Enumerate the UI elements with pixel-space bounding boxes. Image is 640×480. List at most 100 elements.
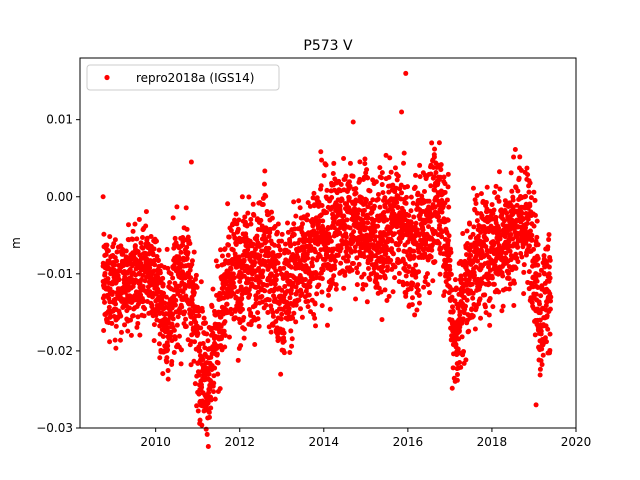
data-point bbox=[268, 271, 274, 277]
data-point bbox=[205, 443, 211, 449]
data-point bbox=[310, 256, 316, 262]
data-point bbox=[113, 323, 119, 329]
data-point bbox=[272, 242, 278, 248]
data-point bbox=[362, 156, 368, 162]
data-point bbox=[107, 299, 113, 305]
data-point bbox=[413, 262, 419, 268]
data-point bbox=[160, 281, 166, 287]
data-point bbox=[409, 295, 415, 301]
data-point bbox=[171, 350, 177, 356]
data-point bbox=[201, 315, 207, 321]
data-point bbox=[426, 224, 431, 230]
data-point bbox=[215, 263, 221, 269]
data-point bbox=[168, 333, 173, 339]
data-point bbox=[196, 391, 202, 397]
data-point bbox=[516, 175, 522, 181]
data-point bbox=[457, 324, 463, 330]
data-point bbox=[376, 285, 382, 291]
data-point bbox=[535, 284, 541, 290]
data-point bbox=[189, 262, 195, 268]
data-point bbox=[542, 335, 548, 341]
data-point bbox=[171, 293, 177, 299]
data-point bbox=[142, 306, 148, 312]
data-point bbox=[460, 302, 466, 308]
data-point bbox=[415, 190, 421, 196]
data-point bbox=[493, 183, 499, 189]
data-point bbox=[524, 165, 530, 171]
data-point bbox=[464, 240, 470, 246]
data-point bbox=[415, 287, 421, 293]
data-point bbox=[544, 286, 550, 292]
legend-label: repro2018a (IGS14) bbox=[136, 71, 254, 85]
data-point bbox=[187, 241, 193, 247]
data-point bbox=[318, 183, 324, 189]
data-point bbox=[320, 267, 326, 273]
data-point bbox=[262, 168, 268, 174]
data-point bbox=[486, 312, 492, 318]
data-point bbox=[535, 242, 541, 248]
data-point bbox=[263, 302, 269, 308]
data-point bbox=[238, 284, 244, 290]
data-point bbox=[466, 277, 472, 283]
data-point bbox=[180, 238, 186, 244]
data-point bbox=[379, 182, 385, 188]
data-point bbox=[493, 214, 499, 220]
data-point bbox=[170, 275, 176, 281]
data-point bbox=[291, 199, 297, 205]
data-point bbox=[547, 331, 553, 337]
outlier-point bbox=[403, 70, 409, 76]
data-point bbox=[347, 160, 353, 166]
data-point bbox=[282, 284, 288, 290]
data-point bbox=[471, 272, 477, 278]
data-point bbox=[319, 157, 325, 163]
data-point bbox=[367, 276, 373, 282]
data-point bbox=[167, 309, 173, 315]
data-point bbox=[406, 264, 412, 270]
data-point bbox=[338, 245, 344, 251]
data-point bbox=[396, 247, 402, 253]
data-point bbox=[111, 241, 117, 247]
data-point bbox=[245, 247, 251, 253]
data-point bbox=[499, 308, 505, 314]
data-point bbox=[519, 210, 525, 216]
data-point bbox=[241, 335, 247, 341]
data-point bbox=[212, 340, 218, 346]
data-point bbox=[500, 303, 506, 309]
data-point bbox=[127, 267, 133, 273]
data-point bbox=[126, 305, 132, 311]
data-point bbox=[458, 364, 464, 370]
data-point bbox=[305, 255, 311, 261]
data-point bbox=[156, 341, 162, 347]
data-point bbox=[432, 187, 438, 193]
y-tick-label: −0.02 bbox=[36, 344, 73, 358]
data-point bbox=[390, 289, 396, 295]
data-point bbox=[231, 284, 237, 290]
data-point bbox=[110, 289, 116, 295]
data-point bbox=[198, 325, 204, 331]
data-point bbox=[140, 234, 145, 240]
data-point bbox=[416, 269, 422, 275]
data-point bbox=[153, 312, 159, 318]
data-point bbox=[543, 339, 549, 345]
data-point bbox=[407, 252, 413, 258]
data-point bbox=[263, 193, 269, 199]
data-point bbox=[196, 313, 202, 319]
data-point bbox=[546, 264, 552, 270]
data-point bbox=[105, 276, 111, 282]
data-point bbox=[526, 269, 532, 275]
data-point bbox=[442, 181, 448, 187]
data-point bbox=[405, 269, 411, 275]
data-point bbox=[104, 286, 110, 292]
data-point bbox=[325, 240, 331, 246]
data-point bbox=[326, 292, 331, 298]
data-point bbox=[532, 332, 538, 338]
data-point bbox=[464, 297, 470, 303]
data-point bbox=[200, 340, 206, 346]
y-tick-label: −0.03 bbox=[36, 421, 73, 435]
data-point bbox=[454, 377, 460, 383]
data-point bbox=[449, 294, 455, 300]
data-point bbox=[384, 217, 390, 223]
data-point bbox=[183, 205, 189, 211]
data-point bbox=[184, 256, 190, 262]
data-point bbox=[447, 267, 453, 273]
